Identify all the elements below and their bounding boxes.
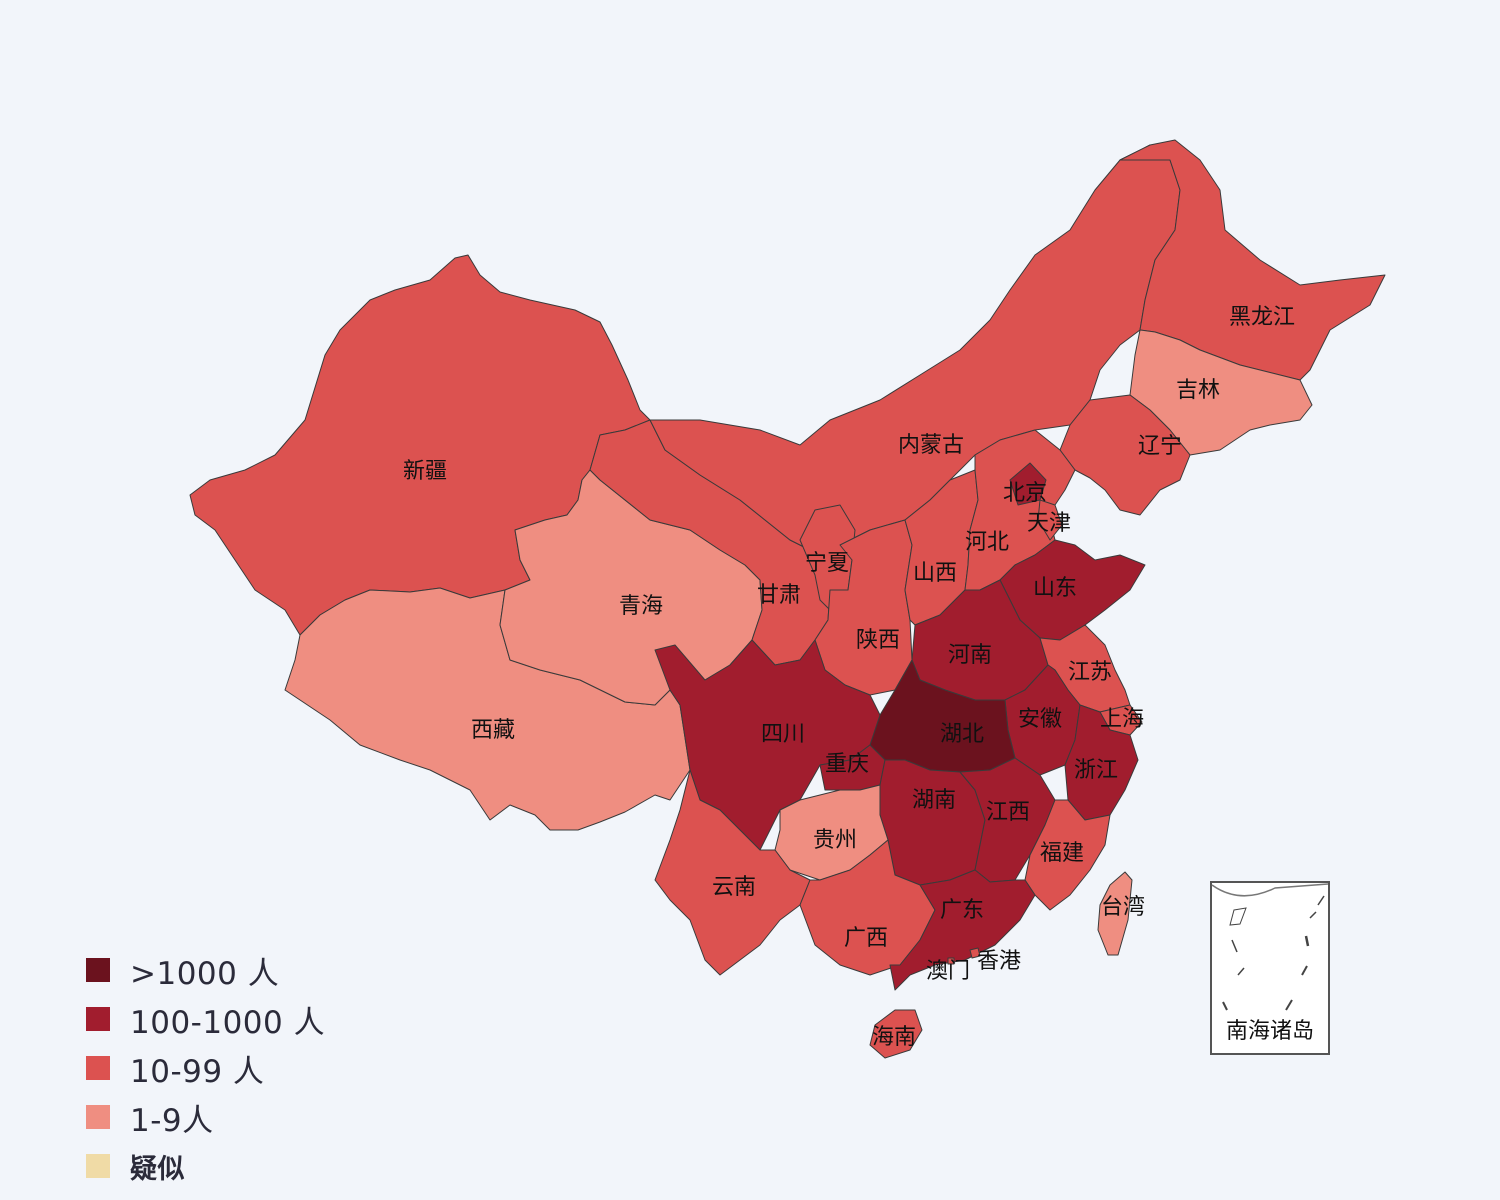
province-label: 贵州 (813, 828, 857, 853)
province-label: 辽宁 (1138, 434, 1182, 459)
legend-label: >1000 人 (130, 955, 280, 992)
legend-label: 1-9人 (130, 1102, 214, 1139)
province-label: 安徽 (1018, 707, 1062, 732)
province-label: 陕西 (856, 628, 900, 653)
province-label: 黑龙江 (1229, 305, 1295, 330)
legend-item-100-1000[interactable]: 100-1000 人 (86, 1001, 325, 1041)
legend-label: 100-1000 人 (130, 1004, 326, 1041)
province-label: 浙江 (1074, 758, 1118, 783)
province-label: 重庆 (825, 752, 869, 777)
legend-label: 疑似 (130, 1153, 185, 1185)
province-label: 海南 (872, 1025, 916, 1050)
south-china-sea-inset: 南海诸岛 (1210, 881, 1330, 1055)
legend-swatch (86, 1056, 110, 1080)
legend-item-suspected[interactable]: 疑似 (86, 1148, 325, 1185)
province-guangdong[interactable] (889, 869, 1036, 991)
province-heilongjiang[interactable] (1119, 139, 1386, 381)
province-label: 宁夏 (805, 551, 849, 576)
province-hongkong[interactable] (969, 947, 981, 959)
legend-item-10-99[interactable]: 10-99 人 (86, 1050, 325, 1090)
province-label: 河北 (965, 530, 1009, 555)
province-label: 河南 (948, 643, 992, 668)
province-label: 新疆 (403, 459, 447, 484)
province-neimenggu[interactable] (649, 144, 1181, 556)
province-label: 山东 (1033, 576, 1077, 601)
province-label: 山西 (913, 561, 957, 586)
province-xizang[interactable] (284, 587, 691, 831)
inset-label: 南海诸岛 (1226, 1019, 1314, 1044)
province-label: 上海 (1100, 707, 1144, 732)
province-label: 北京 (1003, 481, 1047, 506)
legend: >1000 人 100-1000 人 10-99 人 1-9人 疑似 (86, 952, 325, 1185)
province-label: 广西 (844, 926, 888, 951)
legend-item-gt1000[interactable]: >1000 人 (86, 952, 325, 992)
legend-swatch (86, 1007, 110, 1031)
province-yunnan[interactable] (654, 769, 811, 976)
province-label: 江苏 (1068, 660, 1112, 685)
province-label: 香港 (977, 949, 1021, 974)
legend-swatch (86, 1154, 110, 1178)
province-label: 湖北 (940, 722, 984, 747)
province-label: 西藏 (471, 718, 515, 743)
province-label: 湖南 (912, 788, 956, 813)
province-taiwan[interactable] (1097, 871, 1133, 956)
province-label: 台湾 (1101, 895, 1145, 920)
legend-swatch (86, 1105, 110, 1129)
legend-label: 10-99 人 (130, 1053, 265, 1090)
legend-swatch (86, 958, 110, 982)
province-jiangxi[interactable] (959, 757, 1056, 883)
province-label: 云南 (712, 875, 756, 900)
province-beijing[interactable] (1009, 462, 1047, 506)
province-label: 江西 (986, 800, 1030, 825)
province-label: 天津 (1027, 511, 1071, 536)
legend-item-1-9[interactable]: 1-9人 (86, 1099, 325, 1139)
province-macau[interactable] (947, 957, 955, 965)
province-tianjin[interactable] (1037, 499, 1063, 541)
province-label: 广东 (940, 898, 984, 923)
province-label: 福建 (1040, 841, 1084, 866)
province-hainan[interactable] (869, 1009, 923, 1059)
province-label: 内蒙古 (898, 433, 964, 458)
province-label: 甘肃 (757, 583, 801, 608)
province-label: 青海 (619, 594, 663, 619)
province-liaoning[interactable] (1059, 394, 1191, 516)
province-label: 吉林 (1176, 378, 1220, 403)
province-label: 澳门 (926, 959, 970, 984)
province-label: 四川 (761, 722, 805, 747)
